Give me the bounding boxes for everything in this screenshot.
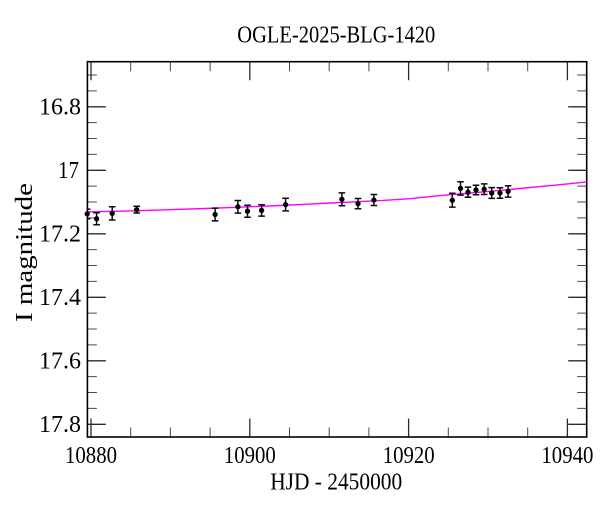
svg-text:17: 17 (58, 158, 79, 184)
svg-text:17.6: 17.6 (39, 348, 81, 374)
svg-text:17.2: 17.2 (39, 221, 81, 247)
svg-text:10940: 10940 (541, 443, 593, 469)
svg-text:10900: 10900 (224, 443, 276, 469)
svg-text:17.4: 17.4 (39, 285, 81, 311)
svg-text:16.8: 16.8 (39, 94, 81, 120)
svg-text:10880: 10880 (65, 443, 117, 469)
svg-text:HJD - 2450000: HJD - 2450000 (270, 470, 402, 496)
svg-text:17.8: 17.8 (39, 412, 81, 438)
svg-text:10920: 10920 (383, 443, 435, 469)
svg-text:OGLE-2025-BLG-1420: OGLE-2025-BLG-1420 (237, 22, 435, 48)
svg-text:I magnitude: I magnitude (12, 183, 38, 322)
